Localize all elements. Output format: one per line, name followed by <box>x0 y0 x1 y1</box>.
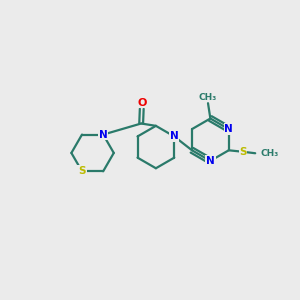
Text: S: S <box>78 166 86 176</box>
Text: CH₃: CH₃ <box>199 93 217 102</box>
Text: N: N <box>224 124 233 134</box>
Text: N: N <box>99 130 108 140</box>
Text: N: N <box>206 156 215 166</box>
Text: O: O <box>137 98 146 108</box>
Text: CH₃: CH₃ <box>260 149 279 158</box>
Text: S: S <box>239 147 247 157</box>
Text: N: N <box>170 131 178 142</box>
